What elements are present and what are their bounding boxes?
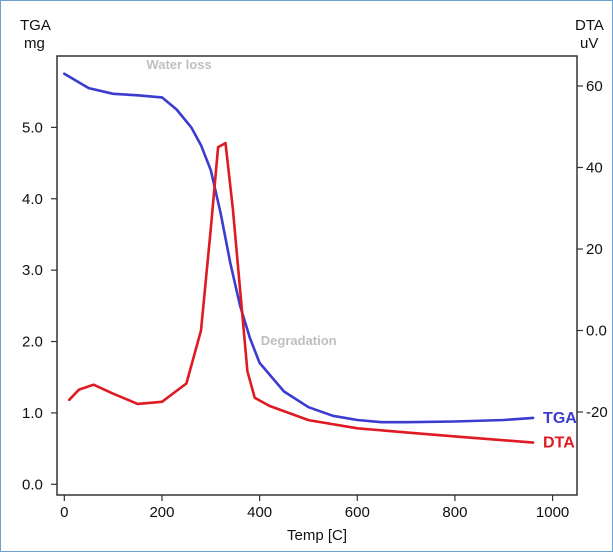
left-axis-unit: mg: [24, 35, 45, 52]
x-tick-label: 600: [345, 504, 370, 521]
right-axis-title: DTA: [575, 17, 604, 34]
right-tick-label: 40: [586, 160, 603, 177]
left-axis-title: TGA: [20, 17, 51, 34]
water-loss-annotation: Water loss: [146, 57, 211, 72]
x-axis-title: Temp [C]: [287, 527, 347, 544]
tga-curve: [63, 72, 535, 424]
left-tick-label: 4.0: [22, 191, 43, 208]
right-tick-label: 0.0: [586, 323, 607, 340]
left-tick-label: 5.0: [22, 119, 43, 136]
left-tick-label: 0.0: [22, 476, 43, 493]
left-tick-label: 3.0: [22, 262, 43, 279]
dta-curve: [67, 141, 535, 444]
dta-label: DTA: [543, 435, 575, 452]
tga-label: TGA: [543, 410, 577, 427]
degradation-annotation: Degradation: [261, 333, 337, 348]
plot-area: [56, 55, 578, 496]
right-axis-unit: uV: [580, 35, 598, 52]
x-tick-label: 400: [247, 504, 272, 521]
left-tick-label: 2.0: [22, 334, 43, 351]
right-tick-label: 60: [586, 78, 603, 95]
right-tick-label: -20: [586, 404, 608, 421]
x-tick-label: 200: [149, 504, 174, 521]
left-tick-label: 1.0: [22, 405, 43, 422]
x-tick-label: 0: [60, 504, 68, 521]
x-tick-label: 1000: [536, 504, 569, 521]
right-tick-label: 20: [586, 241, 603, 258]
x-tick-label: 800: [442, 504, 467, 521]
